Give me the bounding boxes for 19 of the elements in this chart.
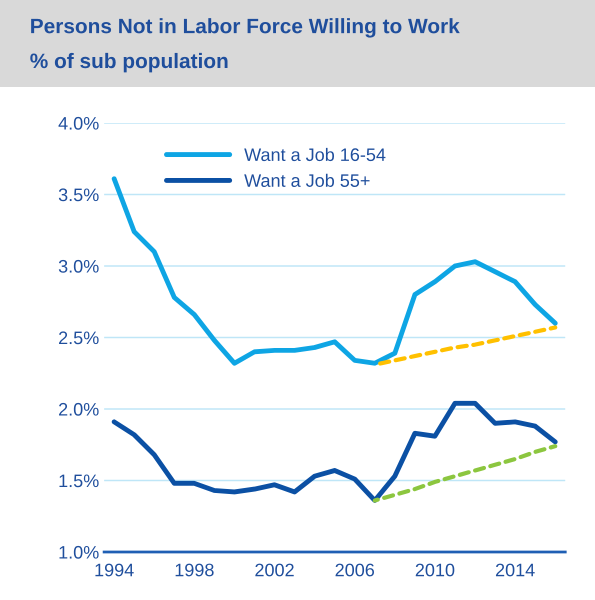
y-tick-label: 1.5% xyxy=(59,474,99,488)
chart-subtitle: % of sub population xyxy=(30,52,228,72)
y-tick-label: 3.0% xyxy=(58,260,99,273)
y-tick-label: 4.0% xyxy=(58,116,99,130)
y-tick-label: 2.0% xyxy=(59,402,99,416)
x-tick-label: 1994 xyxy=(95,564,134,576)
y-tick-label: 3.5% xyxy=(58,188,99,202)
x-tick-label: 1998 xyxy=(176,564,214,576)
line-series xyxy=(372,444,558,503)
legend-label: Want a Job 16-54 xyxy=(244,148,386,162)
x-tick-label: 2014 xyxy=(496,564,535,576)
x-tick-label: 2006 xyxy=(336,564,374,576)
legend-label: Want a Job 55+ xyxy=(244,174,370,187)
y-tick-label: 1.0% xyxy=(59,546,99,559)
chart-title: Persons Not in Labor Force Willing to Work xyxy=(31,18,460,38)
x-tick-label: 2010 xyxy=(416,564,454,576)
y-tick-label: 2.5% xyxy=(59,331,99,344)
line-series xyxy=(112,400,558,503)
x-tick-label: 2002 xyxy=(255,564,294,576)
